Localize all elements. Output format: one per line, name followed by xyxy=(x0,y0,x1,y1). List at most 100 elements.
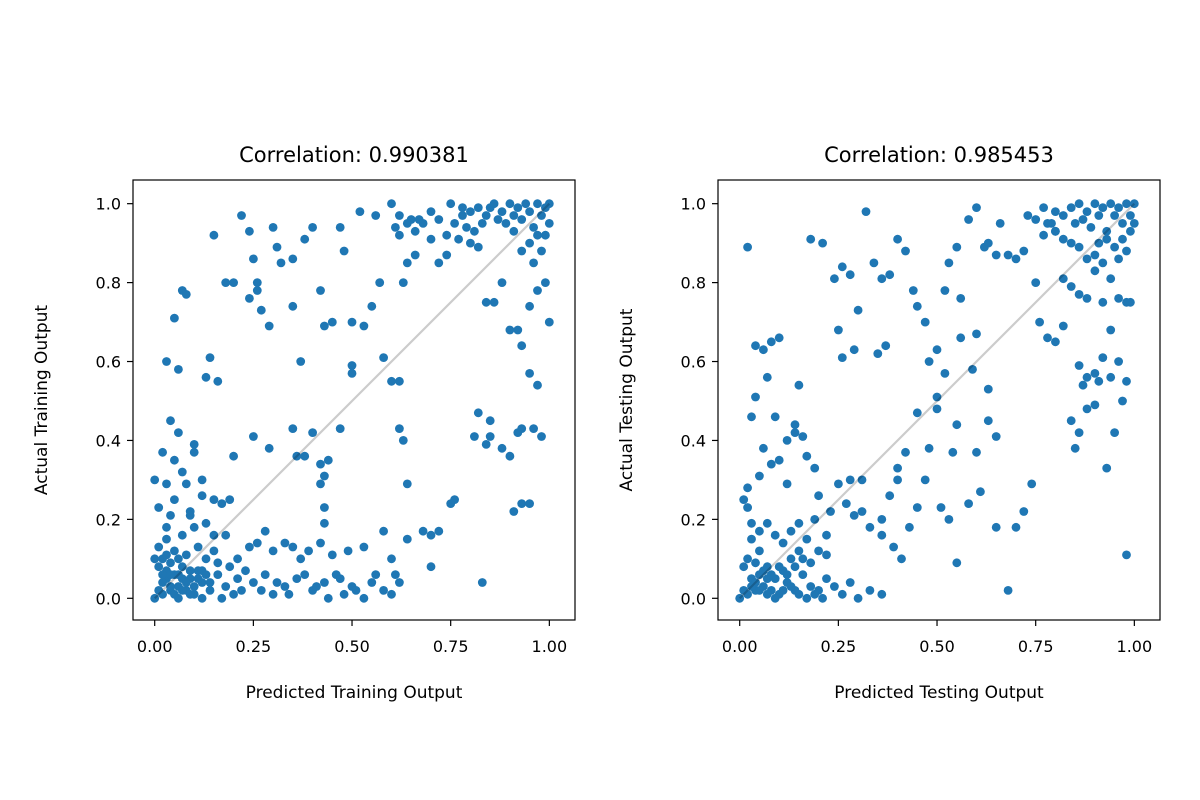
training-data-point xyxy=(193,542,203,552)
training-data-point xyxy=(154,542,164,552)
training-data-point xyxy=(446,199,456,209)
testing-x-tick-label: 0.00 xyxy=(722,637,758,656)
training-data-point xyxy=(442,230,452,240)
testing-data-point xyxy=(908,286,918,295)
training-x-tick-label: 0.50 xyxy=(334,637,370,656)
testing-data-point xyxy=(893,475,902,485)
testing-data-point xyxy=(983,416,993,426)
testing-data-point xyxy=(920,317,930,327)
training-data-point xyxy=(477,578,487,587)
testing-data-point xyxy=(991,522,1001,532)
testing-y-axis-label: Actual Testing Output xyxy=(617,308,637,491)
training-data-point xyxy=(505,451,515,461)
training-data-point xyxy=(170,313,179,323)
training-data-point xyxy=(434,215,444,224)
training-data-point xyxy=(395,230,404,240)
training-data-point xyxy=(359,542,369,552)
training-data-point xyxy=(387,199,396,209)
training-data-point xyxy=(371,570,381,579)
testing-data-point xyxy=(857,507,867,516)
training-data-point xyxy=(260,570,270,579)
training-data-point xyxy=(181,550,191,560)
testing-data-point xyxy=(743,483,752,493)
testing-data-point xyxy=(810,515,820,524)
testing-data-point xyxy=(1031,215,1041,224)
training-data-point xyxy=(185,511,195,520)
testing-data-point xyxy=(1031,278,1041,287)
training-data-point xyxy=(525,301,534,311)
testing-data-point xyxy=(1118,234,1127,244)
training-y-tick-label: 0.4 xyxy=(96,431,121,450)
training-data-point xyxy=(280,538,290,548)
testing-data-point xyxy=(786,582,796,591)
testing-data-point xyxy=(1118,219,1127,228)
testing-data-point xyxy=(755,586,764,595)
training-data-point xyxy=(304,546,313,556)
testing-data-point xyxy=(790,428,800,437)
testing-data-point xyxy=(881,341,891,351)
testing-data-point xyxy=(944,515,954,524)
training-data-point xyxy=(359,321,369,331)
testing-data-point xyxy=(1058,274,1068,284)
testing-data-point xyxy=(759,566,768,576)
testing-data-point xyxy=(1051,207,1060,217)
testing-data-point xyxy=(806,558,816,568)
training-data-point xyxy=(509,507,519,516)
training-data-point xyxy=(256,586,266,595)
training-data-point xyxy=(170,455,179,465)
training-data-point xyxy=(485,432,495,441)
testing-data-point xyxy=(743,589,752,599)
testing-data-point xyxy=(849,345,859,355)
training-data-point xyxy=(489,199,499,209)
testing-data-point xyxy=(774,455,784,465)
testing-data-point xyxy=(845,578,855,587)
training-data-point xyxy=(241,566,250,576)
training-data-point xyxy=(505,325,515,335)
training-data-point xyxy=(312,582,321,591)
training-data-point xyxy=(252,538,262,548)
testing-x-ticks: 0.00 0.25 0.50 0.75 1.00 xyxy=(722,620,1152,656)
testing-y-tick-label: 0.8 xyxy=(681,274,706,293)
testing-data-point xyxy=(739,562,749,572)
testing-data-point xyxy=(810,463,820,473)
training-x-tick-label: 0.00 xyxy=(137,637,173,656)
training-data-point xyxy=(517,424,527,433)
training-data-point xyxy=(533,230,542,240)
testing-data-point xyxy=(901,246,910,256)
training-data-point xyxy=(252,286,262,295)
training-data-point xyxy=(276,258,286,268)
training-data-point xyxy=(351,586,361,595)
testing-data-point xyxy=(912,408,922,418)
training-x-tick-label: 1.00 xyxy=(532,637,568,656)
testing-x-tick-label: 0.50 xyxy=(919,637,955,656)
testing-data-point xyxy=(1023,211,1033,220)
testing-data-point xyxy=(972,447,981,457)
training-data-point xyxy=(395,424,404,433)
testing-points xyxy=(735,199,1139,603)
testing-y-tick-label: 0.2 xyxy=(681,510,706,529)
training-data-point xyxy=(245,226,254,236)
training-x-ticks: 0.00 0.25 0.50 0.75 1.00 xyxy=(137,620,567,656)
training-data-point xyxy=(268,546,278,556)
testing-data-point xyxy=(877,274,887,284)
testing-data-point xyxy=(755,546,764,556)
testing-data-point xyxy=(755,471,764,481)
testing-data-point xyxy=(1082,254,1092,264)
testing-data-point xyxy=(1102,234,1112,244)
training-data-point xyxy=(426,530,436,540)
training-data-point xyxy=(387,376,396,386)
training-data-point xyxy=(544,219,554,228)
testing-data-point xyxy=(1122,199,1131,209)
training-data-point xyxy=(249,254,258,264)
testing-data-point xyxy=(794,546,804,556)
training-x-axis-label: Predicted Training Output xyxy=(246,683,463,703)
training-data-point xyxy=(181,578,191,587)
training-data-point xyxy=(150,554,160,564)
testing-data-point xyxy=(1098,258,1108,268)
training-data-point xyxy=(320,471,329,481)
training-data-point xyxy=(189,582,199,591)
training-data-point xyxy=(537,211,546,220)
training-data-point xyxy=(288,542,298,552)
training-data-point xyxy=(174,554,183,564)
testing-data-point xyxy=(1066,416,1076,426)
